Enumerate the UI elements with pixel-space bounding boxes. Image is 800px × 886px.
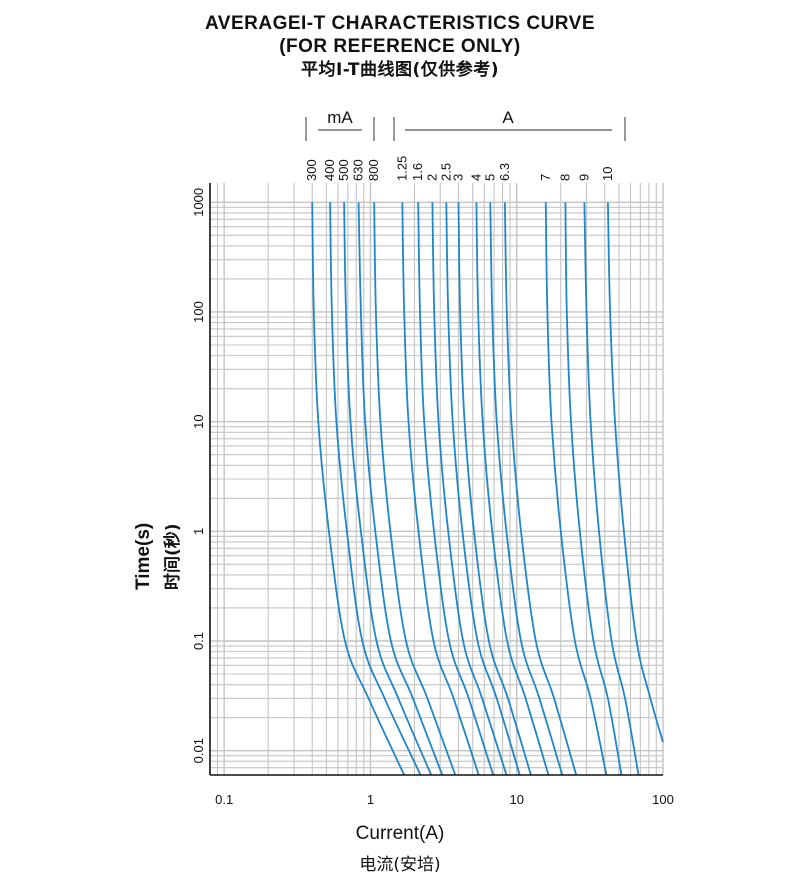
curve-1-25 <box>401 202 480 776</box>
x-axis-label-chinese: 电流(安培) <box>359 855 441 875</box>
y-tick-label: 100 <box>191 301 206 323</box>
rating-label: 7 <box>538 174 553 181</box>
rating-label: 3 <box>451 174 466 181</box>
curve-800 <box>373 202 457 776</box>
x-tick-label: 100 <box>652 792 674 807</box>
chart-title-chinese: 平均I-T曲线图(仅供参考) <box>300 60 500 80</box>
y-tick-label: 0.01 <box>191 738 206 763</box>
rating-label: 1.6 <box>410 163 425 181</box>
x-tick-label: 0.1 <box>215 792 233 807</box>
rating-label: 1.25 <box>394 156 409 181</box>
rating-label: 8 <box>557 174 572 181</box>
plot-frame <box>209 183 663 776</box>
rating-label: 10 <box>600 167 615 181</box>
y-axis-ticks: 0.01 0.1 1 10 100 1000 <box>191 188 206 763</box>
curve-10 <box>607 202 664 743</box>
curve-3 <box>457 202 532 776</box>
milliamp-unit-label: mA <box>327 108 353 127</box>
rating-label: 5 <box>482 174 497 181</box>
y-tick-label: 1000 <box>191 188 206 217</box>
rating-label: 800 <box>366 159 381 181</box>
curve-4 <box>475 202 550 776</box>
rating-label: 2 <box>424 174 439 181</box>
curve-2 <box>431 202 508 776</box>
curve-9 <box>583 202 640 776</box>
curve-7 <box>544 202 608 776</box>
curve-6-3 <box>504 202 578 776</box>
rating-label: 2.5 <box>438 163 453 181</box>
curve-400 <box>329 202 422 776</box>
curve-300 <box>311 202 406 776</box>
chart-title: AVERAGEI-T CHARACTERISTICS CURVE <box>204 13 596 34</box>
rating-label: 4 <box>468 174 483 181</box>
x-axis-ticks: 0.1 1 10 100 <box>215 792 674 807</box>
rating-label: 9 <box>576 174 591 181</box>
unit-brackets: mA A <box>305 108 626 141</box>
chart-subtitle: (FOR REFERENCE ONLY) <box>279 36 521 57</box>
y-tick-label: 0.1 <box>191 632 206 650</box>
rating-label: 400 <box>322 159 337 181</box>
x-axis-label: Current(A) <box>355 823 445 844</box>
rating-label: 630 <box>351 159 366 181</box>
curve-630 <box>357 202 444 776</box>
rating-label: 300 <box>304 159 319 181</box>
curve-1-6 <box>417 202 495 776</box>
y-axis-label-chinese: 时间(秒) <box>163 523 183 590</box>
y-tick-label: 1 <box>191 528 206 535</box>
y-axis-label: Time(s) <box>133 522 154 590</box>
curves <box>311 202 664 776</box>
curve-5 <box>489 202 564 776</box>
rating-label: 6.3 <box>497 163 512 181</box>
amp-unit-label: A <box>502 108 514 127</box>
y-tick-label: 10 <box>191 414 206 428</box>
rating-label: 500 <box>336 159 351 181</box>
curve-8 <box>564 202 623 776</box>
x-tick-label: 1 <box>367 792 374 807</box>
curve-2-5 <box>445 202 521 776</box>
x-tick-label: 10 <box>509 792 523 807</box>
curve-500 <box>343 202 433 776</box>
